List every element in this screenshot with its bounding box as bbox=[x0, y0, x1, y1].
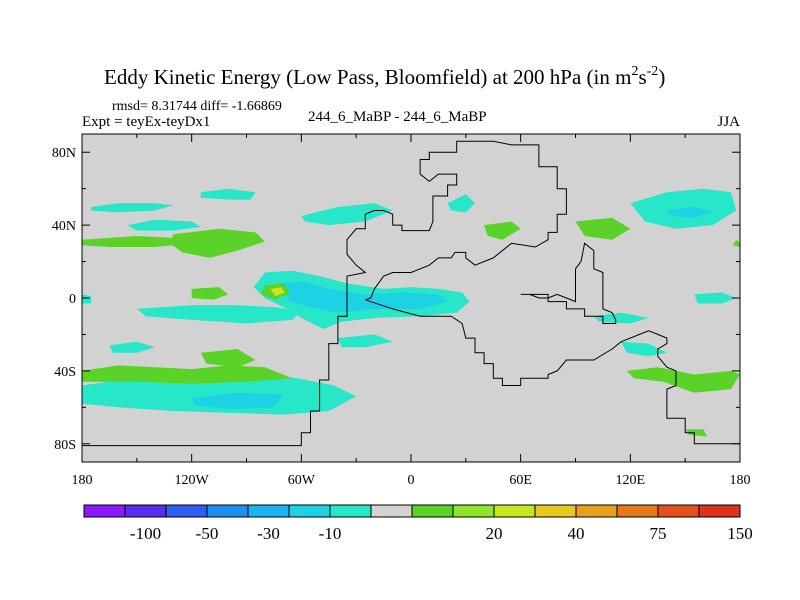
colorbar-box-13 bbox=[616, 504, 659, 518]
colorbar: -100 -50 -30 -10 20 40 75 150 bbox=[83, 504, 753, 543]
contour-region-11 bbox=[732, 239, 740, 247]
y-tick-label-4: 80S bbox=[54, 438, 76, 453]
x-tick-label-1: 120W bbox=[175, 473, 210, 488]
contour-region-5 bbox=[301, 203, 393, 226]
season-label: JJA bbox=[717, 114, 740, 130]
x-tick-label-5: 120E bbox=[616, 473, 646, 488]
boundary-line-2 bbox=[520, 242, 617, 324]
colorbar-box-8 bbox=[411, 504, 454, 518]
contour-region-6 bbox=[447, 194, 475, 213]
contour-region-30 bbox=[685, 429, 708, 437]
colorbar-box-15 bbox=[698, 504, 741, 518]
x-tick-label-3: 0 bbox=[408, 473, 415, 488]
contour-region-26 bbox=[621, 341, 667, 357]
colorbar-box-0 bbox=[83, 504, 126, 518]
boundary-lines bbox=[82, 140, 740, 447]
contour-region-22 bbox=[82, 374, 357, 415]
colorbar-box-11 bbox=[534, 504, 577, 518]
colorbar-box-4 bbox=[247, 504, 290, 518]
expt-label: Expt = teyEx-teyDx1 bbox=[82, 114, 210, 130]
contour-region-2 bbox=[127, 219, 201, 231]
colorbar-box-12 bbox=[575, 504, 618, 518]
y-axis: 80N 40N 0 40S 80S bbox=[52, 146, 740, 453]
contour-region-12 bbox=[82, 294, 92, 304]
y-tick-label-1: 40N bbox=[52, 219, 76, 234]
x-axis: 180 120W 60W 0 60E 120E 180 bbox=[72, 134, 751, 488]
contour-region-1 bbox=[200, 188, 256, 200]
contour-region-10 bbox=[666, 206, 713, 218]
contour-region-25 bbox=[191, 392, 284, 410]
colorbar-label-7: 150 bbox=[727, 524, 753, 543]
colorbar-label-6: 75 bbox=[650, 524, 667, 543]
x-tick-label-0: 180 bbox=[72, 473, 93, 488]
colorbar-box-10 bbox=[493, 504, 536, 518]
y-tick-label-3: 40S bbox=[54, 365, 76, 380]
contour-region-23 bbox=[82, 365, 293, 384]
boundary-line-0 bbox=[82, 140, 567, 447]
contour-region-20 bbox=[109, 341, 156, 353]
contour-region-18 bbox=[270, 287, 285, 297]
x-tick-label-2: 60W bbox=[288, 473, 316, 488]
boundary-line-1 bbox=[365, 299, 740, 445]
contour-region-14 bbox=[136, 305, 302, 324]
case-label: 244_6_MaBP - 244_6_MaBP bbox=[308, 109, 487, 125]
contour-region-0 bbox=[91, 203, 174, 213]
contour-region-27 bbox=[626, 367, 740, 393]
contour-region-28 bbox=[593, 312, 649, 324]
contour-region-8 bbox=[575, 217, 631, 240]
x-tick-label-4: 60E bbox=[509, 473, 532, 488]
contour-region-24 bbox=[82, 372, 110, 382]
contour-region-16 bbox=[279, 281, 448, 313]
colorbar-label-0: -100 bbox=[130, 524, 161, 543]
colorbar-box-2 bbox=[165, 504, 208, 518]
contour-region-13 bbox=[191, 287, 229, 300]
y-tick-label-2: 0 bbox=[69, 292, 76, 307]
stats-label: rmsd= 8.31744 diff= -1.66869 bbox=[112, 99, 282, 114]
contour-region-19 bbox=[337, 334, 393, 348]
colorbar-box-6 bbox=[329, 504, 372, 518]
colorbar-label-5: 40 bbox=[568, 524, 585, 543]
colorbar-box-9 bbox=[452, 504, 495, 518]
colorbar-label-1: -50 bbox=[196, 524, 219, 543]
contour-region-29 bbox=[694, 292, 737, 304]
colorbar-label-3: -10 bbox=[319, 524, 342, 543]
colorbar-box-7 bbox=[370, 504, 413, 518]
colorbar-box-1 bbox=[124, 504, 167, 518]
colorbar-label-4: 20 bbox=[486, 524, 503, 543]
colorbar-label-2: -30 bbox=[257, 524, 280, 543]
colorbar-box-5 bbox=[288, 504, 331, 518]
x-tick-label-6: 180 bbox=[730, 473, 751, 488]
y-tick-label-0: 80N bbox=[52, 146, 76, 161]
contour-region-7 bbox=[484, 221, 521, 240]
contour-fills bbox=[82, 188, 740, 437]
colorbar-box-3 bbox=[206, 504, 249, 518]
contour-region-3 bbox=[82, 236, 192, 247]
contour-region-21 bbox=[200, 349, 256, 368]
contour-region-4 bbox=[169, 228, 265, 258]
chart-title: Eddy Kinetic Energy (Low Pass, Bloomfiel… bbox=[104, 64, 665, 89]
colorbar-box-14 bbox=[657, 504, 700, 518]
